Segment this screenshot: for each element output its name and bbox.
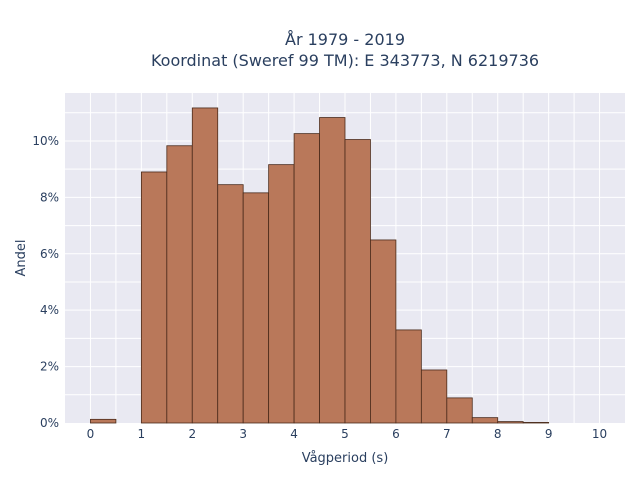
- histogram-bar: [268, 164, 295, 424]
- histogram-bar: [344, 139, 371, 424]
- histogram-bar: [420, 369, 448, 424]
- x-axis-ticks: 0 1 2 3 4 5 6 7 8 9 10: [87, 427, 608, 441]
- histogram-bar: [395, 329, 422, 424]
- histogram-bar: [446, 397, 473, 424]
- y-tick-label: 10%: [32, 134, 59, 148]
- chart-subtitle: Koordinat (Sweref 99 TM): E 343773, N 62…: [151, 51, 539, 70]
- x-tick-label: 6: [392, 427, 400, 441]
- y-tick-label: 8%: [40, 190, 59, 204]
- histogram-bar: [140, 171, 168, 424]
- histogram-bar: [90, 418, 117, 424]
- x-tick-label: 0: [87, 427, 95, 441]
- y-tick-label: 4%: [40, 303, 59, 317]
- x-tick-label: 8: [494, 427, 502, 441]
- bars: [90, 107, 550, 424]
- histogram-bar: [370, 239, 397, 424]
- chart-title: År 1979 - 2019: [285, 30, 405, 49]
- x-tick-label: 4: [290, 427, 298, 441]
- x-tick-label: 7: [443, 427, 451, 441]
- histogram-bar: [191, 107, 219, 424]
- histogram-bar: [497, 421, 524, 424]
- histogram-bar: [319, 117, 346, 424]
- x-tick-label: 9: [545, 427, 553, 441]
- histogram-bar: [242, 192, 270, 424]
- x-tick-label: 5: [341, 427, 349, 441]
- histogram-bar: [217, 184, 244, 424]
- y-tick-label: 2%: [40, 360, 59, 374]
- x-tick-label: 10: [592, 427, 607, 441]
- histogram-bar: [471, 417, 499, 424]
- y-tick-label: 0%: [40, 416, 59, 430]
- x-tick-label: 2: [188, 427, 196, 441]
- y-axis-label: Andel: [14, 240, 29, 277]
- x-tick-label: 3: [239, 427, 247, 441]
- x-tick-label: 1: [138, 427, 146, 441]
- x-axis-label: Vågperiod (s): [302, 451, 389, 466]
- histogram-bar: [166, 145, 193, 424]
- histogram-bar: [522, 422, 550, 424]
- histogram-bar: [293, 133, 320, 424]
- y-tick-label: 6%: [40, 247, 59, 261]
- y-axis-ticks: 0% 2% 4% 6% 8% 10%: [32, 134, 59, 430]
